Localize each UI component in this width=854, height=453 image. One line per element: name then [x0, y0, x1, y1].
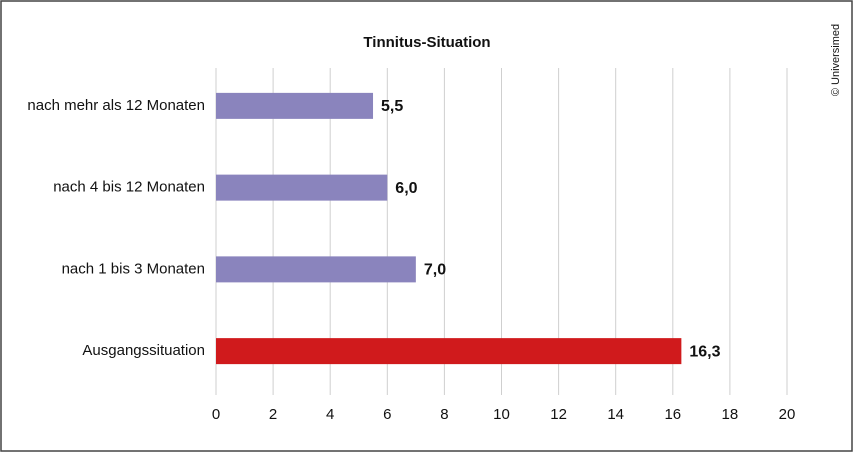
value-label: 7,0	[424, 262, 446, 279]
bar	[216, 174, 388, 201]
value-label: 5,5	[381, 98, 403, 115]
y-tick-label: Ausgangssituation	[82, 342, 205, 359]
x-tick-label: 4	[326, 406, 334, 423]
x-tick-label: 18	[722, 406, 739, 423]
value-label: 6,0	[395, 180, 417, 197]
x-tick-label: 10	[493, 406, 510, 423]
y-tick-label: nach mehr als 12 Monaten	[27, 97, 205, 114]
x-tick-label: 6	[383, 406, 391, 423]
x-tick-label: 2	[269, 406, 277, 423]
x-tick-label: 8	[440, 406, 448, 423]
x-tick-label: 14	[607, 406, 624, 423]
chart-title: Tinnitus-Situation	[363, 34, 490, 51]
x-tick-label: 0	[212, 406, 220, 423]
y-tick-label: nach 4 bis 12 Monaten	[53, 179, 205, 196]
x-tick-label: 16	[664, 406, 681, 423]
credit: © Universimed	[830, 24, 842, 96]
bar	[216, 92, 374, 119]
y-tick-label: nach 1 bis 3 Monaten	[62, 260, 205, 277]
bar	[216, 338, 682, 365]
x-tick-label: 20	[779, 406, 796, 423]
bar	[216, 256, 416, 283]
value-label: 16,3	[689, 343, 720, 360]
x-tick-label: 12	[550, 406, 567, 423]
